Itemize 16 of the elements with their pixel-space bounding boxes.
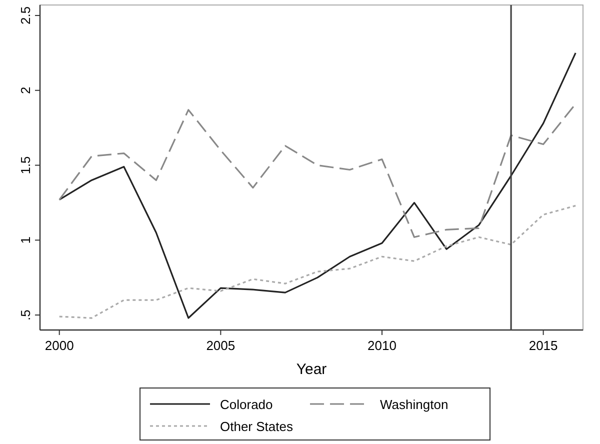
y-tick-label: .5 xyxy=(18,310,33,320)
x-tick-label: 2000 xyxy=(44,338,74,353)
legend-label: Washington xyxy=(380,397,448,412)
x-axis-title: Year xyxy=(296,361,327,378)
y-tick-label: 2.5 xyxy=(18,6,33,25)
y-tick-label: 2 xyxy=(18,86,33,94)
legend-label: Colorado xyxy=(220,397,273,412)
x-tick-label: 2015 xyxy=(528,338,558,353)
legend-label: Other States xyxy=(220,419,294,434)
line-series xyxy=(58,52,576,319)
y-tick-label: 1 xyxy=(18,236,33,244)
y-tick-label: 1.5 xyxy=(18,156,33,174)
x-tick-label: 2010 xyxy=(368,338,396,353)
x-tick-label: 2005 xyxy=(206,338,236,353)
line-series xyxy=(58,204,576,319)
line-series xyxy=(58,103,576,238)
